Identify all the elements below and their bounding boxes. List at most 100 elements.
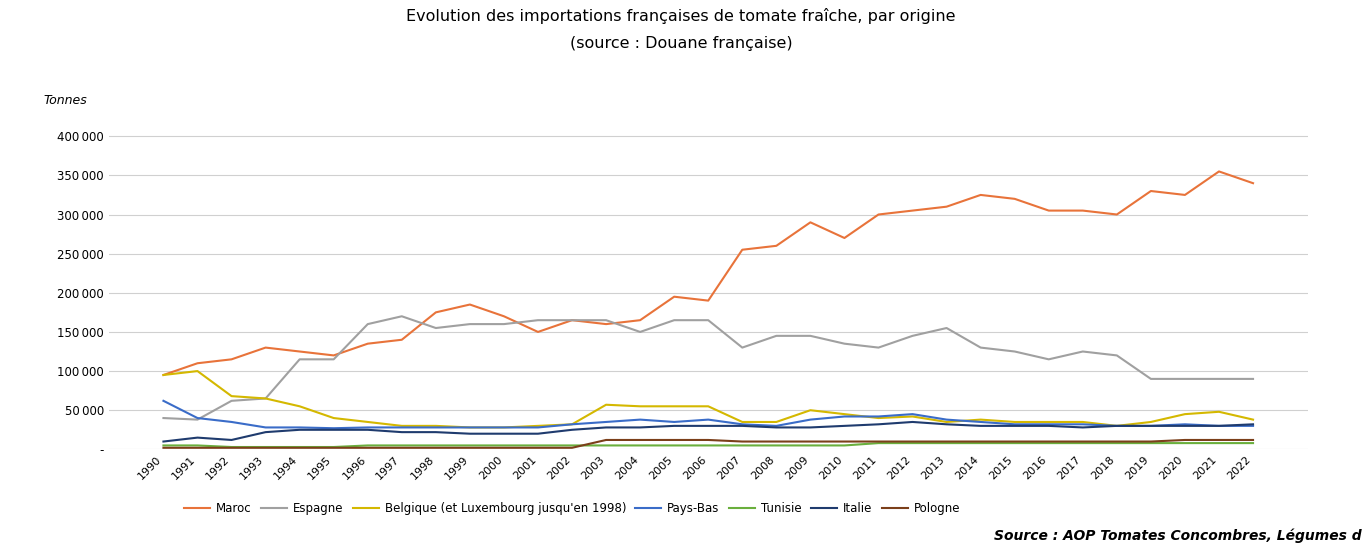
Espagne [632,329,648,335]
Maroc [836,235,853,241]
Maroc [291,348,308,355]
Tunisie [257,444,274,450]
Tunisie [394,442,410,449]
Belgique (et Luxembourg jusqu'en 1998) [496,424,512,431]
Pologne [802,438,819,445]
Pologne [1143,438,1159,445]
Pologne [257,444,274,451]
Tunisie [802,442,819,449]
Italie [155,438,172,445]
Espagne [802,333,819,339]
Pologne [496,444,512,451]
Belgique (et Luxembourg jusqu'en 1998) [257,395,274,402]
Tunisie [223,444,240,450]
Pays-Bas [666,419,682,425]
Pays-Bas [1245,423,1261,429]
Pays-Bas [802,416,819,423]
Pologne [1177,437,1193,443]
Pologne [1245,437,1261,443]
Tunisie [598,442,614,449]
Italie [1177,423,1193,429]
Maroc [700,298,716,304]
Maroc [530,329,546,335]
Espagne [1245,375,1261,382]
Pays-Bas [870,413,887,420]
Pays-Bas [632,416,648,423]
Belgique (et Luxembourg jusqu'en 1998) [700,403,716,409]
Belgique (et Luxembourg jusqu'en 1998) [870,415,887,421]
Belgique (et Luxembourg jusqu'en 1998) [1143,419,1159,425]
Pologne [1075,438,1091,445]
Pologne [360,444,376,451]
Maroc [428,309,444,316]
Italie [291,426,308,433]
Espagne [836,340,853,347]
Belgique (et Luxembourg jusqu'en 1998) [632,403,648,409]
Pays-Bas [972,419,989,425]
Tunisie [189,442,206,449]
Pologne [904,438,921,445]
Pays-Bas [1007,421,1023,427]
Pologne [972,438,989,445]
Legend: Maroc, Espagne, Belgique (et Luxembourg jusqu'en 1998), Pays-Bas, Tunisie, Itali: Maroc, Espagne, Belgique (et Luxembourg … [180,498,964,520]
Italie [1041,423,1057,429]
Tunisie [904,440,921,447]
Espagne [530,317,546,323]
Maroc [870,211,887,218]
Tunisie [360,442,376,449]
Pays-Bas [564,421,580,427]
Maroc [223,356,240,363]
Italie [972,423,989,429]
Pays-Bas [1143,423,1159,429]
Espagne [496,321,512,327]
Maroc [768,243,785,249]
Line: Italie: Italie [163,422,1253,442]
Italie [394,429,410,436]
Tunisie [666,442,682,449]
Pologne [155,444,172,451]
Tunisie [1041,440,1057,447]
Pays-Bas [768,423,785,429]
Italie [938,421,955,427]
Belgique (et Luxembourg jusqu'en 1998) [1245,416,1261,423]
Italie [734,423,750,429]
Pologne [632,437,648,443]
Maroc [360,340,376,347]
Tunisie [155,442,172,449]
Pologne [836,438,853,445]
Espagne [291,356,308,363]
Pays-Bas [1177,421,1193,427]
Italie [223,437,240,443]
Italie [904,419,921,425]
Maroc [564,317,580,323]
Pays-Bas [904,411,921,418]
Italie [428,429,444,436]
Tunisie [428,442,444,449]
Italie [666,423,682,429]
Italie [462,430,478,437]
Belgique (et Luxembourg jusqu'en 1998) [223,393,240,399]
Pays-Bas [836,413,853,420]
Pays-Bas [394,424,410,431]
Tunisie [1143,440,1159,447]
Tunisie [1075,440,1091,447]
Line: Espagne: Espagne [163,316,1253,420]
Italie [632,424,648,431]
Tunisie [972,440,989,447]
Italie [189,435,206,441]
Pologne [1211,437,1227,443]
Tunisie [1007,440,1023,447]
Maroc [938,203,955,210]
Pologne [666,437,682,443]
Pays-Bas [598,419,614,425]
Belgique (et Luxembourg jusqu'en 1998) [326,415,342,421]
Pays-Bas [1109,423,1125,429]
Espagne [1109,352,1125,359]
Maroc [904,207,921,214]
Pologne [598,437,614,443]
Maroc [189,360,206,367]
Pays-Bas [291,424,308,431]
Pologne [1007,438,1023,445]
Maroc [666,293,682,300]
Espagne [972,344,989,351]
